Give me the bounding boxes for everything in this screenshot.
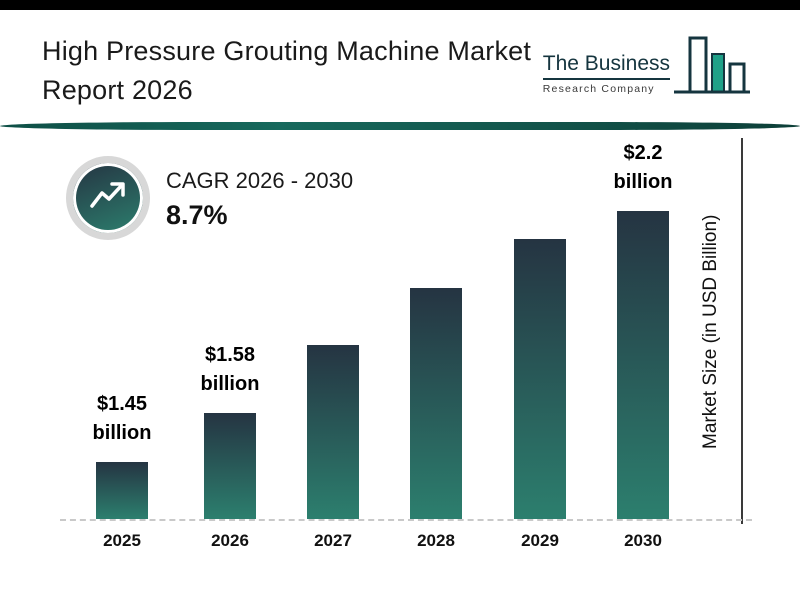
y-axis-label: Market Size (in USD Billion): [700, 214, 721, 450]
bar-value-label-2026: $1.58 billion: [200, 344, 260, 395]
bar-2027: [307, 345, 359, 519]
bar-2029: [514, 239, 566, 519]
company-name: The Business: [542, 52, 670, 80]
x-axis-baseline: [60, 519, 752, 521]
bar-value-label-2030: $2.2 billion: [613, 142, 673, 193]
bar-value-label-2025: $1.45 billion: [92, 393, 152, 444]
x-axis-tick-label-2025: 2025: [103, 531, 141, 550]
cagr-value: 8.7%: [166, 200, 228, 230]
bar-chart-logo-icon: [674, 32, 752, 109]
page-title-line2: Report 2026: [42, 75, 193, 105]
y-axis-line: [741, 138, 743, 524]
top-black-bar: [0, 0, 800, 10]
bar-2026: [204, 413, 256, 519]
cagr-label: CAGR 2026 - 2030: [166, 168, 354, 193]
company-logo-text: The Business Research Company: [542, 52, 670, 109]
bar-2025: [96, 462, 148, 519]
x-axis-tick-label-2030: 2030: [624, 531, 662, 550]
cagr-text-block: CAGR 2026 - 2030 8.7%: [166, 168, 353, 231]
cagr-badge: [66, 156, 150, 240]
trend-up-arrow-icon: [86, 176, 130, 221]
page-title-line1: High Pressure Grouting Machine Market: [42, 36, 532, 66]
x-axis-tick-label-2027: 2027: [314, 531, 352, 550]
x-axis-tick-label-2029: 2029: [521, 531, 559, 550]
teal-divider-line: [0, 122, 800, 130]
bar-2030: [617, 211, 669, 519]
bar-2028: [410, 288, 462, 519]
page-title: High Pressure Grouting Machine Market Re…: [42, 32, 562, 110]
x-axis-tick-label-2026: 2026: [211, 531, 249, 550]
company-name-secondary: Research Company: [542, 83, 655, 95]
company-logo: The Business Research Company: [542, 32, 752, 109]
x-axis-tick-label-2028: 2028: [417, 531, 455, 550]
